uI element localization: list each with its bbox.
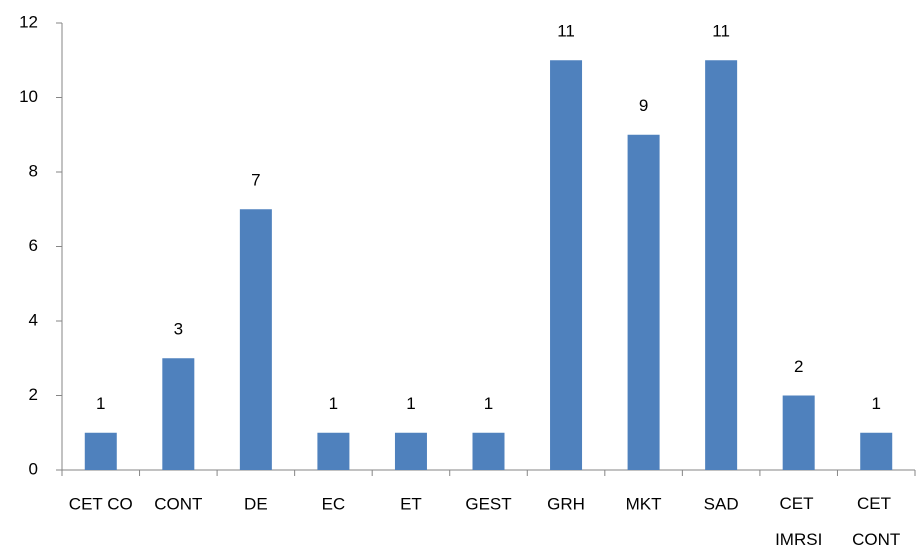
- y-tick-label: 6: [29, 236, 38, 255]
- x-tick-label: CET IMRSI: [775, 494, 822, 546]
- bar: [84, 432, 117, 470]
- x-tick-label: CET CONT: [852, 494, 900, 546]
- bar: [860, 432, 893, 470]
- data-label: 7: [251, 171, 260, 190]
- bar: [705, 60, 738, 470]
- x-tick-label: GRH: [547, 494, 585, 513]
- x-tick-label: ET: [400, 494, 422, 513]
- bar: [317, 432, 350, 470]
- data-label: 3: [174, 320, 183, 339]
- data-label: 2: [794, 357, 803, 376]
- y-tick-label: 2: [29, 385, 38, 404]
- bar: [782, 395, 815, 470]
- data-label: 11: [557, 22, 575, 41]
- data-label: 11: [712, 22, 730, 41]
- bar: [394, 432, 427, 470]
- y-tick-label: 10: [19, 87, 38, 106]
- data-label: 1: [329, 394, 338, 413]
- data-label: 9: [639, 96, 648, 115]
- y-tick-label: 4: [29, 310, 38, 329]
- data-label: 1: [484, 394, 493, 413]
- y-tick-label: 8: [29, 161, 38, 180]
- x-tick-label: CONT: [154, 494, 202, 513]
- bar: [627, 134, 660, 470]
- data-label: 1: [871, 394, 880, 413]
- bar: [162, 358, 195, 470]
- bar: [550, 60, 583, 470]
- x-tick-label: GEST: [465, 494, 511, 513]
- x-tick-label: DE: [244, 494, 268, 513]
- data-label: 1: [96, 394, 105, 413]
- x-tick-label: MKT: [626, 494, 662, 513]
- y-tick-label: 0: [29, 459, 38, 478]
- x-tick-label: CET CO: [69, 494, 133, 513]
- data-label: 1: [406, 394, 415, 413]
- y-tick-label: 12: [19, 12, 38, 31]
- bar: [472, 432, 505, 470]
- bar: [239, 209, 272, 470]
- x-tick-label: SAD: [704, 494, 739, 513]
- x-tick-label: EC: [322, 494, 346, 513]
